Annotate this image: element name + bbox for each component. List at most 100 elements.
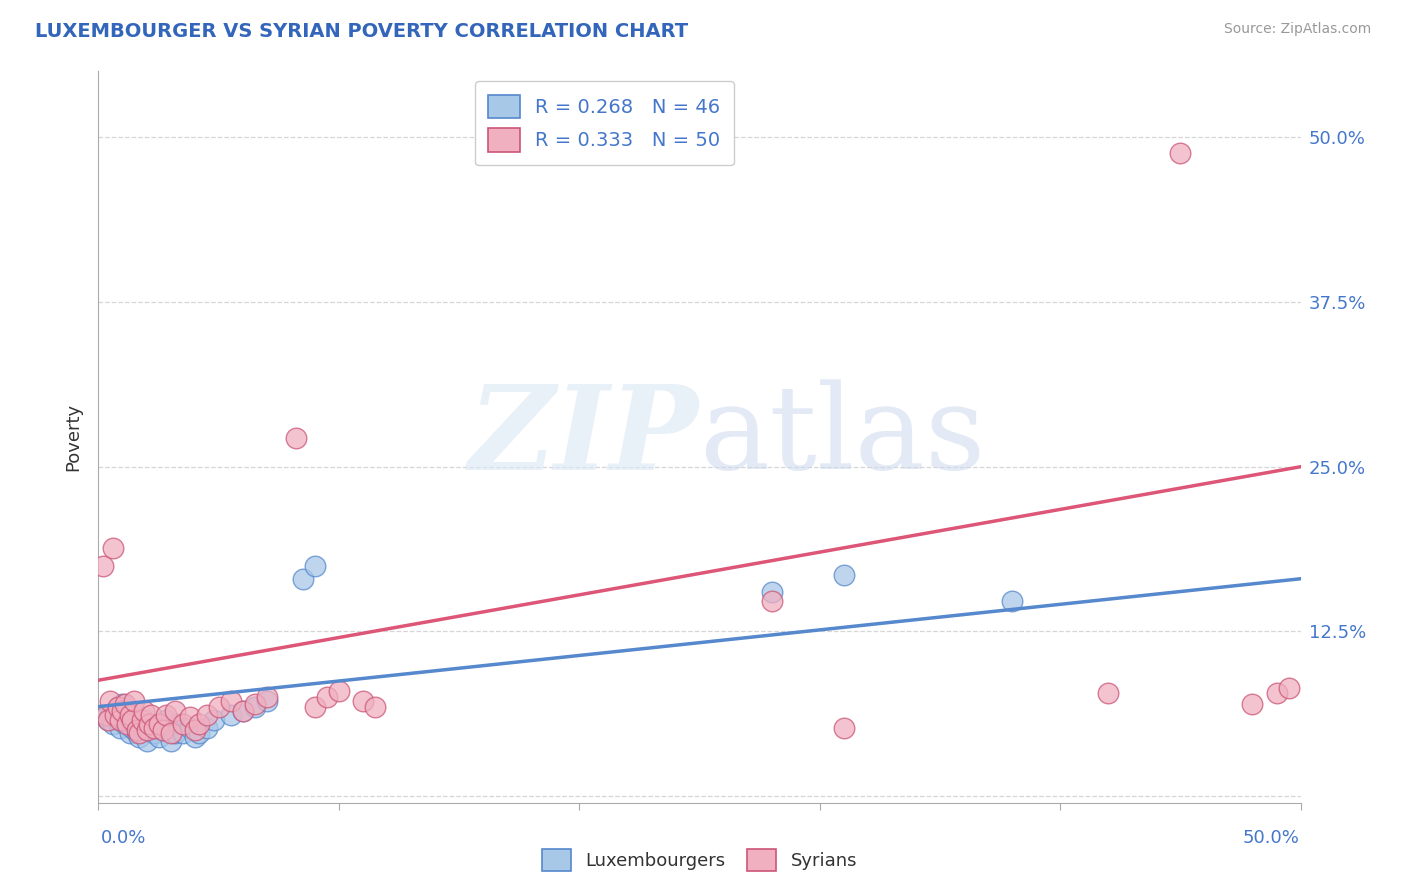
Point bbox=[114, 697, 136, 711]
Point bbox=[219, 694, 242, 708]
Point bbox=[104, 707, 127, 722]
Point bbox=[121, 721, 143, 735]
Point bbox=[118, 726, 141, 740]
Point bbox=[142, 726, 165, 740]
Point bbox=[117, 707, 139, 722]
Point bbox=[118, 707, 141, 722]
Point bbox=[124, 704, 146, 718]
Point bbox=[111, 710, 134, 724]
Point bbox=[138, 723, 160, 738]
Point bbox=[97, 713, 120, 727]
Text: 50.0%: 50.0% bbox=[1243, 829, 1299, 847]
Point bbox=[304, 558, 326, 573]
Point bbox=[256, 694, 278, 708]
Point bbox=[219, 707, 242, 722]
Point bbox=[291, 572, 314, 586]
Point bbox=[155, 707, 177, 722]
Point bbox=[165, 704, 187, 718]
Point bbox=[114, 716, 136, 731]
Point bbox=[148, 716, 170, 731]
Point bbox=[1170, 146, 1192, 161]
Point bbox=[91, 558, 114, 573]
Point bbox=[183, 723, 205, 738]
Point bbox=[94, 707, 117, 722]
Point bbox=[107, 699, 129, 714]
Point bbox=[1001, 594, 1024, 608]
Point bbox=[138, 716, 160, 731]
Point bbox=[832, 721, 855, 735]
Point bbox=[364, 699, 387, 714]
Point bbox=[111, 704, 134, 718]
Point bbox=[108, 713, 131, 727]
Point bbox=[128, 726, 150, 740]
Point bbox=[284, 431, 307, 445]
Text: atlas: atlas bbox=[700, 380, 986, 494]
Point bbox=[1277, 681, 1299, 695]
Point bbox=[141, 707, 163, 722]
Point bbox=[179, 721, 201, 735]
Point bbox=[172, 716, 194, 731]
Text: LUXEMBOURGER VS SYRIAN POVERTY CORRELATION CHART: LUXEMBOURGER VS SYRIAN POVERTY CORRELATI… bbox=[35, 22, 689, 41]
Point bbox=[1097, 686, 1119, 700]
Point bbox=[131, 713, 153, 727]
Point bbox=[352, 694, 374, 708]
Point bbox=[101, 716, 124, 731]
Point bbox=[135, 734, 157, 748]
Point bbox=[152, 723, 174, 738]
Point bbox=[328, 683, 350, 698]
Point bbox=[188, 726, 211, 740]
Point bbox=[232, 704, 254, 718]
Point bbox=[148, 730, 170, 744]
Point bbox=[195, 707, 218, 722]
Point bbox=[125, 723, 148, 738]
Point bbox=[111, 697, 134, 711]
Text: 0.0%: 0.0% bbox=[101, 829, 146, 847]
Point bbox=[132, 713, 155, 727]
Point bbox=[195, 721, 218, 735]
Point bbox=[131, 721, 153, 735]
Point bbox=[101, 541, 124, 556]
Point bbox=[100, 707, 122, 722]
Point bbox=[172, 726, 194, 740]
Point bbox=[141, 716, 163, 731]
Legend: Luxembourgers, Syrians: Luxembourgers, Syrians bbox=[534, 841, 865, 878]
Point bbox=[159, 726, 181, 740]
Point bbox=[243, 697, 266, 711]
Point bbox=[117, 716, 139, 731]
Point bbox=[107, 699, 129, 714]
Point bbox=[256, 690, 278, 705]
Point bbox=[104, 704, 127, 718]
Text: Source: ZipAtlas.com: Source: ZipAtlas.com bbox=[1223, 22, 1371, 37]
Point bbox=[761, 594, 783, 608]
Point bbox=[208, 699, 231, 714]
Point bbox=[315, 690, 337, 705]
Point bbox=[188, 716, 211, 731]
Point bbox=[243, 699, 266, 714]
Point bbox=[166, 716, 188, 731]
Point bbox=[135, 723, 157, 738]
Point bbox=[142, 721, 165, 735]
Point bbox=[761, 585, 783, 599]
Point bbox=[128, 730, 150, 744]
Y-axis label: Poverty: Poverty bbox=[65, 403, 83, 471]
Point bbox=[179, 710, 201, 724]
Point bbox=[1241, 697, 1264, 711]
Point bbox=[155, 713, 177, 727]
Point bbox=[125, 726, 148, 740]
Point bbox=[304, 699, 326, 714]
Point bbox=[1265, 686, 1288, 700]
Point bbox=[202, 713, 225, 727]
Point bbox=[121, 713, 143, 727]
Point bbox=[232, 704, 254, 718]
Point bbox=[100, 694, 122, 708]
Point bbox=[124, 716, 146, 731]
Point bbox=[118, 713, 141, 727]
Point bbox=[832, 567, 855, 582]
Point bbox=[132, 704, 155, 718]
Point bbox=[152, 723, 174, 738]
Point bbox=[107, 713, 129, 727]
Point bbox=[94, 710, 117, 724]
Point bbox=[108, 721, 131, 735]
Text: ZIP: ZIP bbox=[470, 380, 700, 494]
Point bbox=[165, 726, 187, 740]
